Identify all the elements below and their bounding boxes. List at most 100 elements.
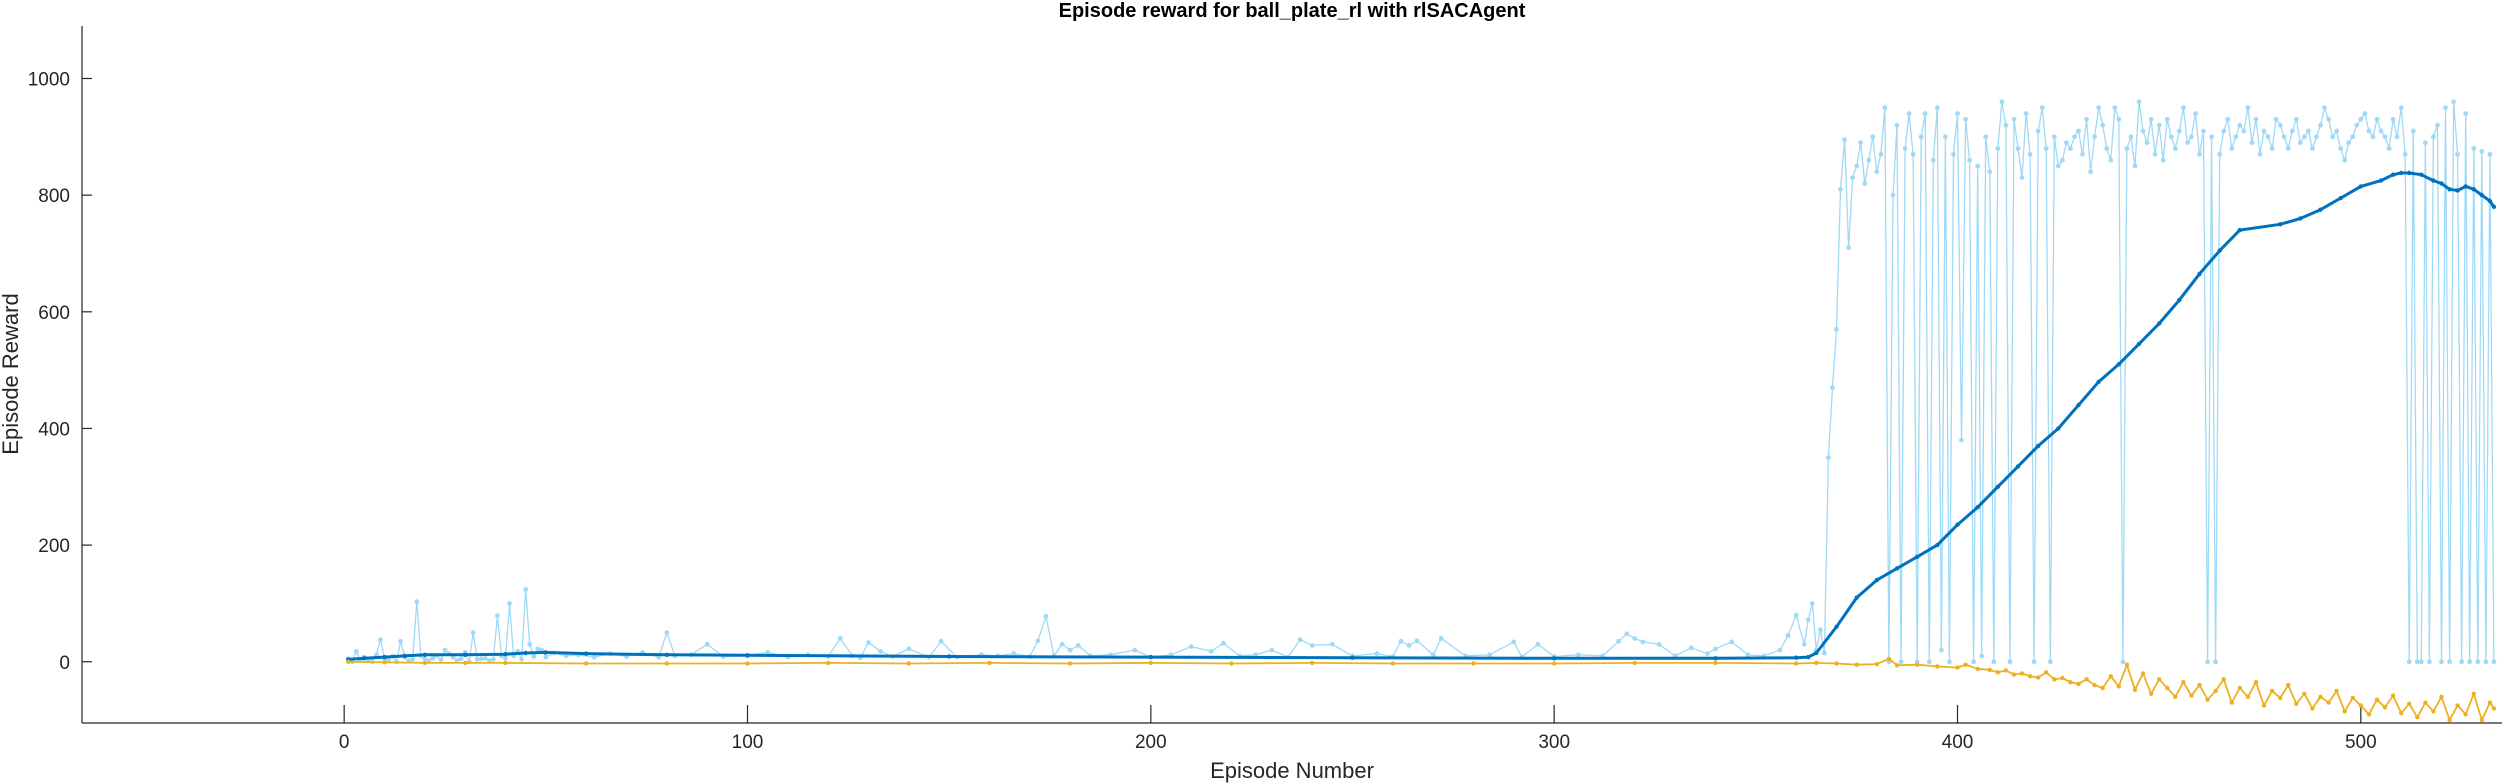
data-point-episode_reward xyxy=(1926,659,1932,665)
data-point-average_reward xyxy=(2338,195,2343,201)
data-point-episode_reward xyxy=(482,655,488,661)
data-point-episode_reward xyxy=(2197,151,2202,157)
data-point-episode_reward xyxy=(2491,659,2497,665)
data-point-episode_reward xyxy=(2374,116,2380,122)
data-point-episode_reward xyxy=(2277,122,2283,128)
data-point-episode_reward xyxy=(2471,146,2477,151)
data-point-episode_reward xyxy=(2334,128,2340,134)
data-point-episode_reward xyxy=(1059,641,1065,647)
data-point-q0 xyxy=(422,660,427,666)
data-point-episode_reward xyxy=(458,656,464,662)
data-point-episode_reward xyxy=(591,654,597,660)
data-point-episode_reward xyxy=(2386,146,2392,151)
data-point-q0 xyxy=(2213,688,2218,694)
data-point-episode_reward xyxy=(2483,659,2489,665)
data-point-episode_reward xyxy=(1850,175,1855,181)
data-point-q0 xyxy=(2334,688,2339,694)
data-point-episode_reward xyxy=(2039,105,2045,111)
data-point-episode_reward xyxy=(491,657,496,662)
data-point-episode_reward xyxy=(2185,140,2190,146)
data-point-q0 xyxy=(2399,710,2404,716)
data-point-episode_reward xyxy=(2023,111,2029,116)
data-point-q0 xyxy=(2253,680,2259,685)
data-point-average_reward xyxy=(2217,248,2222,253)
data-point-q0 xyxy=(2415,715,2420,720)
data-point-episode_reward xyxy=(438,657,444,663)
data-point-episode_reward xyxy=(1858,140,1864,146)
data-point-average_reward xyxy=(1834,624,1839,629)
data-point-episode_reward xyxy=(866,640,871,645)
data-point-episode_reward xyxy=(374,652,379,658)
data-point-episode_reward xyxy=(487,658,492,663)
data-point-episode_reward xyxy=(2447,659,2453,665)
data-point-episode_reward xyxy=(1987,169,1993,175)
data-point-average_reward xyxy=(2455,188,2460,193)
data-point-episode_reward xyxy=(765,650,771,655)
data-point-q0 xyxy=(2245,694,2251,699)
data-point-q0 xyxy=(2197,682,2202,688)
data-point-episode_reward xyxy=(543,654,549,660)
data-point-average_reward xyxy=(382,654,387,660)
data-point-episode_reward xyxy=(1939,647,1944,653)
data-point-episode_reward xyxy=(2475,659,2481,665)
data-point-episode_reward xyxy=(353,648,359,654)
data-point-q0 xyxy=(2044,670,2049,675)
data-point-episode_reward xyxy=(503,655,508,661)
data-point-q0 xyxy=(2358,703,2363,708)
data-point-episode_reward xyxy=(2213,659,2219,665)
data-point-average_reward xyxy=(362,656,367,661)
data-point-episode_reward xyxy=(2431,134,2436,140)
data-point-episode_reward xyxy=(906,646,912,652)
data-point-episode_reward xyxy=(2051,134,2057,140)
data-point-episode_reward xyxy=(1971,659,1976,665)
data-point-episode_reward xyxy=(2463,111,2469,116)
data-point-episode_reward xyxy=(2443,105,2448,111)
data-point-episode_reward xyxy=(1967,157,1972,163)
data-point-q0 xyxy=(503,660,508,666)
data-point-episode_reward xyxy=(2410,128,2416,134)
data-point-episode_reward xyxy=(2289,128,2295,134)
data-point-q0 xyxy=(2036,675,2041,680)
data-point-q0 xyxy=(2479,717,2484,723)
data-point-episode_reward xyxy=(1862,181,1868,186)
data-point-episode_reward xyxy=(2019,175,2025,181)
data-point-average_reward xyxy=(1995,484,2001,489)
data-point-average_reward xyxy=(2447,187,2452,192)
data-point-episode_reward xyxy=(2487,151,2493,157)
x-tick-label: 300 xyxy=(1538,732,1570,753)
data-point-q0 xyxy=(1229,661,1234,666)
data-point-q0 xyxy=(745,661,750,666)
data-point-episode_reward xyxy=(2241,128,2247,134)
data-point-episode_reward xyxy=(1838,186,1843,192)
data-point-q0 xyxy=(2003,668,2009,673)
data-point-episode_reward xyxy=(1846,245,1851,251)
data-point-q0 xyxy=(2124,662,2130,667)
data-point-average_reward xyxy=(2491,204,2497,209)
data-point-episode_reward xyxy=(414,599,420,605)
data-point-episode_reward xyxy=(2092,134,2098,140)
data-point-episode_reward xyxy=(1979,653,1985,659)
data-point-episode_reward xyxy=(1947,659,1952,665)
data-point-episode_reward xyxy=(704,641,710,647)
data-point-episode_reward xyxy=(2237,122,2243,128)
data-point-average_reward xyxy=(1894,566,1900,571)
data-point-episode_reward xyxy=(1785,633,1791,638)
data-point-q0 xyxy=(2286,682,2291,688)
data-point-episode_reward xyxy=(430,655,436,661)
data-point-average_reward xyxy=(2487,198,2493,204)
data-point-episode_reward xyxy=(2342,157,2348,163)
data-point-average_reward xyxy=(503,652,508,657)
data-point-episode_reward xyxy=(2382,134,2388,140)
data-point-q0 xyxy=(1814,660,1819,666)
data-point-q0 xyxy=(2068,680,2073,685)
data-point-episode_reward xyxy=(1983,134,1989,140)
data-point-q0 xyxy=(2205,697,2210,702)
data-point-q0 xyxy=(1390,661,1396,666)
data-point-average_reward xyxy=(1806,654,1811,660)
data-point-episode_reward xyxy=(2455,151,2461,157)
data-point-average_reward xyxy=(2015,464,2021,469)
data-point-episode_reward xyxy=(1882,105,1888,111)
data-point-q0 xyxy=(2294,701,2299,706)
data-point-average_reward xyxy=(1794,655,1799,660)
